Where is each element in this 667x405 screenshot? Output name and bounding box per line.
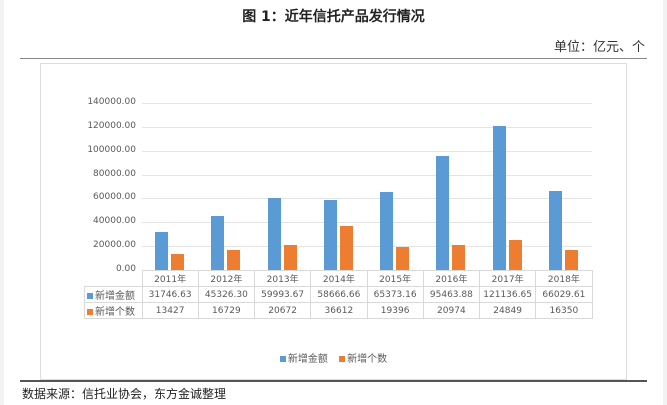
table-header-year: 2015年 (366, 270, 424, 287)
bar-amount (323, 200, 337, 270)
table-header-year: 2014年 (310, 270, 368, 287)
table-cell: 20974 (422, 302, 481, 319)
y-tick-label: 40000.00 (93, 216, 136, 227)
unit-label: 单位：亿元、个 (553, 40, 645, 55)
bar-count (452, 244, 466, 270)
legend-label-count: 新增个数 (347, 354, 388, 365)
bar-amount (211, 215, 225, 270)
table-cell: 16350 (535, 302, 593, 319)
gridline (142, 246, 592, 248)
y-tick-label: 140000.00 (87, 97, 136, 107)
table-cell: 59993.67 (253, 286, 312, 303)
legend-item-amount: 新增金额 (279, 354, 328, 365)
table-header-year: 2012年 (197, 270, 256, 287)
y-tick-label: 0.00 (115, 264, 136, 274)
bar-amount (548, 191, 562, 270)
table-cell: 13427 (141, 302, 199, 319)
y-tick-label: 60000.00 (93, 192, 136, 203)
table-cell: 19396 (366, 302, 424, 319)
legend: 新增金额 新增个数 (0, 350, 667, 365)
gridline (142, 222, 592, 224)
bar-amount (380, 192, 394, 270)
table-cell: 121136.65 (478, 286, 537, 303)
legend-swatch-count (339, 356, 346, 362)
gridline (142, 150, 592, 152)
gridline (142, 198, 592, 200)
table-cell: 45326.30 (197, 286, 256, 303)
legend-swatch-amount (279, 356, 286, 362)
table-cell: 95463.88 (422, 286, 481, 303)
bottom-divider (20, 380, 647, 382)
gridline (142, 126, 592, 128)
bar-count (171, 253, 185, 270)
bar-count (564, 250, 578, 270)
bar-amount (267, 198, 281, 270)
table-header-year: 2011年 (141, 270, 199, 287)
table-header-year: 2013年 (253, 270, 312, 287)
table-cell: 31746.63 (141, 286, 199, 303)
y-tick-label: 80000.00 (93, 168, 136, 179)
legend-item-count: 新增个数 (339, 354, 387, 365)
bar-count (283, 245, 297, 270)
data-table: 2011年 2012年 2013年 2014年 2015年 2016年 2017年 2018年… (84, 270, 593, 319)
table-row-label: 新增金额 (84, 286, 143, 303)
table-row-label: 新增个数 (84, 302, 143, 319)
top-divider (20, 58, 647, 59)
data-source: 数据来源：信托业协会，东方金诚整理 (22, 387, 227, 401)
y-tick-label: 120000.00 (87, 120, 136, 131)
table-row: 新增金额 31746.63 45326.30 59993.67 58666.66 6537… (84, 286, 593, 303)
table-cell: 58666.66 (310, 286, 368, 303)
table-row: 新增个数 13427 16729 20672 36612 19396 20974 24849 1… (84, 302, 593, 319)
table-cell: 65373.16 (366, 286, 424, 303)
figure-title: 图 1：近年信托产品发行情况 (242, 9, 425, 25)
bar-count (339, 226, 353, 270)
table-cell: 36612 (310, 302, 368, 319)
y-tick-label: 20000.00 (93, 240, 136, 251)
bar-count (396, 246, 410, 270)
gridline (142, 174, 592, 176)
table-header-year: 2016年 (422, 270, 481, 287)
table-header-year: 2017年 (478, 270, 537, 287)
table-cell: 24849 (478, 302, 537, 319)
y-tick-label: 100000.00 (87, 144, 136, 155)
table-cell: 16729 (197, 302, 256, 319)
legend-label-amount: 新增金额 (287, 354, 328, 365)
gridline (142, 103, 592, 104)
bar-count (227, 250, 241, 270)
table-header-year: 2018年 (535, 270, 593, 287)
bar-amount (492, 125, 506, 270)
bar-amount (155, 232, 169, 270)
table-cell: 66029.61 (535, 286, 593, 303)
bar-count (508, 240, 522, 270)
table-cell: 20672 (253, 302, 312, 319)
bar-amount (436, 156, 450, 270)
